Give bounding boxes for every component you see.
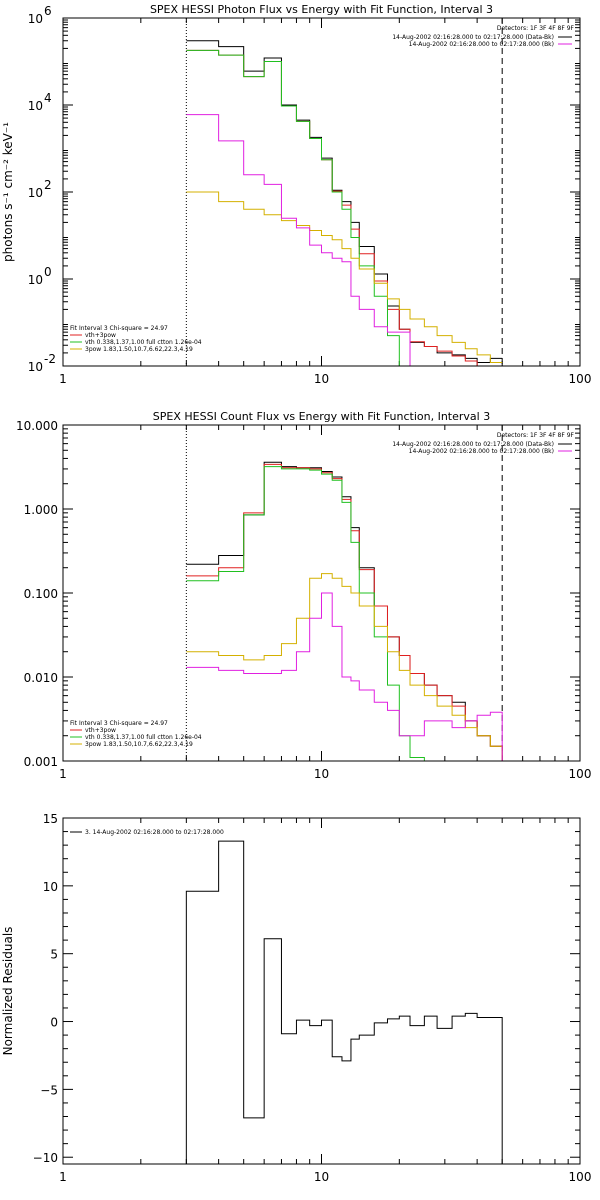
y-tick-label: 15 bbox=[43, 812, 58, 826]
series-vth bbox=[186, 466, 425, 761]
legend-left: Fit Interval 3 Chi-square = 24.97vth+3po… bbox=[70, 720, 202, 748]
legend-right: Detectors: 1F 3F 4F 8F 9F 14-Aug-2002 02:… bbox=[392, 432, 574, 455]
x-tick-label: 1 bbox=[59, 1170, 67, 1184]
y-tick-exponent: -2 bbox=[44, 352, 56, 366]
y-tick-label: 0 bbox=[50, 1016, 58, 1030]
y-tick-label: 0.001 bbox=[24, 755, 58, 769]
x-axis: 1 10 100 bbox=[59, 18, 591, 386]
series-vth-3pow bbox=[186, 463, 503, 761]
series-group bbox=[186, 40, 503, 366]
series-3-14-aug-2002-02-16-28-000-to-02-17-28-000 bbox=[185, 840, 503, 1164]
y-tick-label: −5 bbox=[40, 1083, 58, 1097]
panel-2: SPEX HESSI Count Flux vs Energy with Fit… bbox=[16, 410, 591, 781]
y-axis: −10 −5 0 5 10 15 bbox=[33, 812, 580, 1165]
x-tick-label: 10 bbox=[314, 372, 329, 386]
panel-1: SPEX HESSI Photon Flux vs Energy with Fi… bbox=[1, 3, 591, 386]
series-bk bbox=[186, 114, 411, 366]
y-tick-exponent: 0 bbox=[44, 265, 52, 279]
plot-frame bbox=[62, 17, 581, 367]
series-group bbox=[185, 840, 503, 1164]
series-3pow bbox=[186, 573, 503, 761]
y-axis-label: Normalized Residuals bbox=[1, 927, 15, 1056]
y-tick-exponent: 2 bbox=[44, 178, 52, 192]
x-tick-label: 10 bbox=[314, 1170, 329, 1184]
y-tick-exponent: 6 bbox=[44, 4, 52, 18]
chart-title: SPEX HESSI Count Flux vs Energy with Fit… bbox=[153, 410, 490, 423]
legend-entry-label: 3. 14-Aug-2002 02:16:28.000 to 02:17:28.… bbox=[85, 829, 224, 836]
legend-entry-label: 14-Aug-2002 02:16:28.000 to 02:17:28.000… bbox=[392, 34, 554, 41]
x-tick-label: 1 bbox=[59, 767, 67, 781]
legend-entry-label: vth 0.338,1.37,1.00 full ctton 1.26e-04 bbox=[85, 339, 202, 346]
legend-entry-label: vth+3pow bbox=[85, 332, 116, 339]
y-tick-label: 10 bbox=[28, 360, 43, 374]
legend-entry-label: 14-Aug-2002 02:16:28.000 to 02:17:28.000… bbox=[409, 41, 554, 48]
plot-frame bbox=[62, 424, 581, 762]
legend-left: 3. 14-Aug-2002 02:16:28.000 to 02:17:28.… bbox=[70, 829, 224, 836]
y-tick-exponent: 4 bbox=[44, 91, 52, 105]
legend-entry-label: 14-Aug-2002 02:16:28.000 to 02:17:28.000… bbox=[392, 441, 554, 448]
x-axis: 1 10 100 bbox=[59, 425, 591, 781]
y-axis: 0.001 0.010 0.100 1.000 10.000 bbox=[16, 419, 580, 769]
legend-entry-label: vth+3pow bbox=[85, 727, 116, 734]
y-tick-label: 1.000 bbox=[24, 503, 58, 517]
x-tick-label: 100 bbox=[569, 767, 592, 781]
legend-fit-info: Fit Interval 3 Chi-square = 24.97 bbox=[70, 325, 168, 332]
x-tick-label: 10 bbox=[314, 767, 329, 781]
plot-frame bbox=[62, 817, 581, 1165]
legend-detectors: Detectors: 1F 3F 4F 8F 9F bbox=[497, 25, 575, 32]
legend-entry-label: 3pow 1.83,1.50,10.7,6.62,22.3,4.19 bbox=[85, 741, 193, 748]
y-tick-label: 10 bbox=[43, 880, 58, 894]
legend-right: Detectors: 1F 3F 4F 8F 9F 14-Aug-2002 02:… bbox=[392, 25, 574, 48]
series-vth bbox=[186, 49, 400, 366]
legend-left: Fit Interval 3 Chi-square = 24.97vth+3po… bbox=[70, 325, 202, 353]
x-axis: 1 10 100 bbox=[59, 818, 591, 1184]
series-group bbox=[186, 461, 503, 761]
legend-entry-label: vth 0.338,1.37,1.00 full ctton 1.26e-04 bbox=[85, 734, 202, 741]
panel-3: Normalized Residuals 1 10 100 −10 −5 0 5 10 15 3. … bbox=[1, 812, 591, 1184]
y-tick-label: 10 bbox=[28, 186, 43, 200]
chart-title: SPEX HESSI Photon Flux vs Energy with Fi… bbox=[150, 3, 493, 16]
legend-fit-info: Fit Interval 3 Chi-square = 24.97 bbox=[70, 720, 168, 727]
x-tick-label: 1 bbox=[59, 372, 67, 386]
legend-entry-label: 14-Aug-2002 02:16:28.000 to 02:17:28.000… bbox=[409, 448, 554, 455]
x-tick-label: 100 bbox=[569, 372, 592, 386]
y-tick-label: 10 bbox=[28, 99, 43, 113]
series-3pow bbox=[186, 191, 503, 364]
y-tick-label: 10 bbox=[28, 273, 43, 287]
x-tick-label: 100 bbox=[569, 1170, 592, 1184]
y-tick-label: 5 bbox=[50, 948, 58, 962]
series-bk bbox=[186, 592, 503, 761]
y-tick-label: 10 bbox=[28, 12, 43, 26]
y-tick-label: 0.010 bbox=[24, 671, 58, 685]
legend-entry-label: 3pow 1.83,1.50,10.7,6.62,22.3,4.19 bbox=[85, 346, 193, 353]
y-tick-label: 10.000 bbox=[16, 419, 58, 433]
y-tick-label: −10 bbox=[33, 1151, 58, 1165]
legend-detectors: Detectors: 1F 3F 4F 8F 9F bbox=[497, 432, 575, 439]
y-axis-label: photons s⁻¹ cm⁻² keV⁻¹ bbox=[1, 122, 15, 262]
series-data-bk bbox=[186, 461, 503, 761]
y-tick-label: 0.100 bbox=[24, 587, 58, 601]
